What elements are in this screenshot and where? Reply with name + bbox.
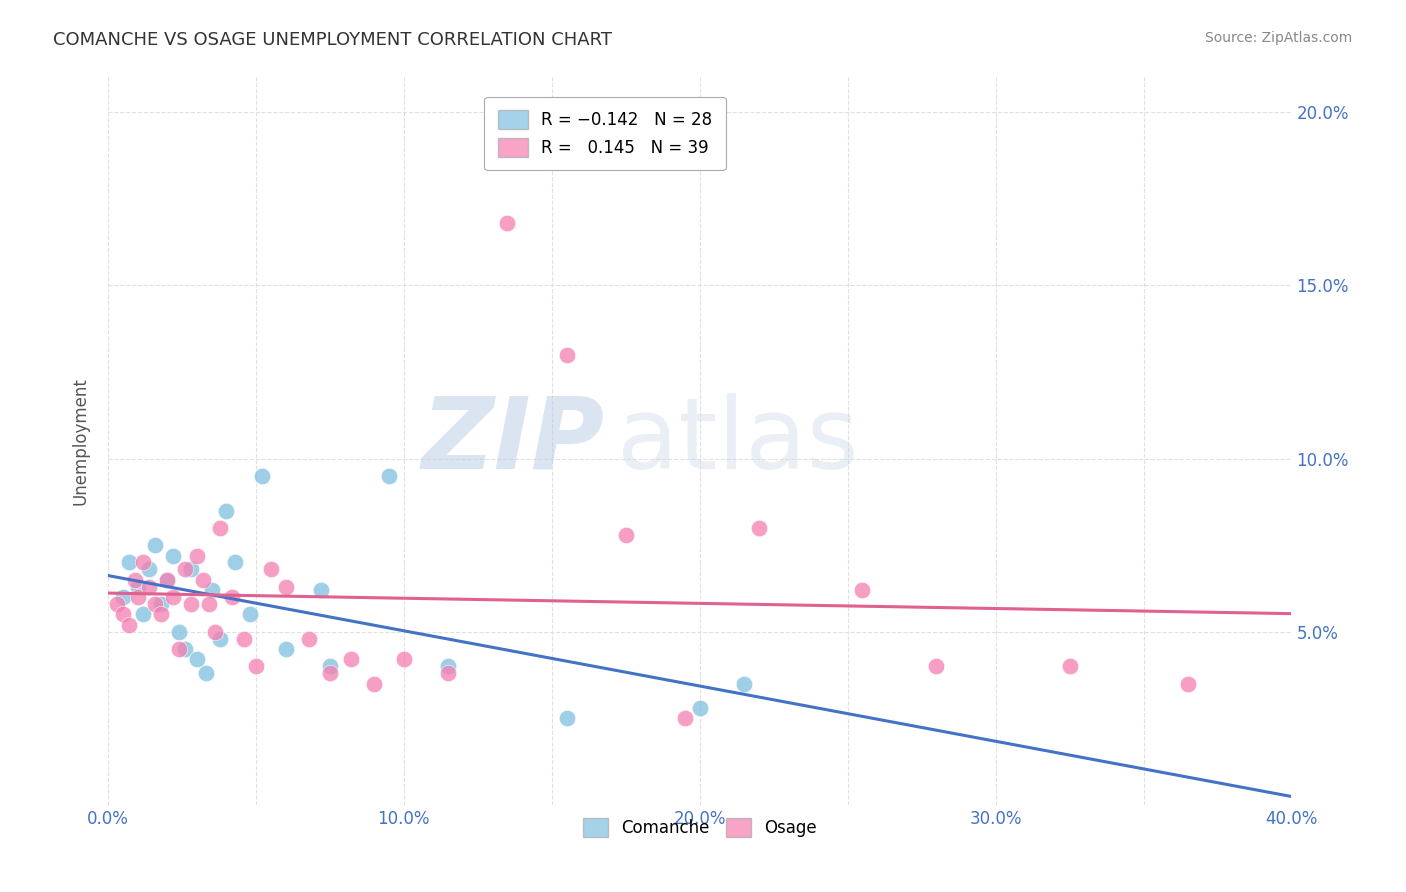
Point [733, 677, 755, 691]
Point [233, 632, 256, 646]
Text: COMANCHE VS OSAGE UNEMPLOYMENT CORRELATION CHART: COMANCHE VS OSAGE UNEMPLOYMENT CORRELATI… [53, 31, 613, 49]
Point [215, 503, 238, 517]
Point [200, 583, 222, 598]
Point [124, 573, 146, 587]
Point [363, 677, 385, 691]
Point [162, 590, 184, 604]
Y-axis label: Unemployment: Unemployment [72, 377, 89, 505]
Point [496, 216, 519, 230]
Point [209, 632, 232, 646]
Point [127, 590, 149, 604]
Point [167, 642, 190, 657]
Point [186, 549, 208, 563]
Point [132, 556, 155, 570]
Point [138, 580, 160, 594]
Point [689, 701, 711, 715]
Point [221, 590, 243, 604]
Legend: Comanche, Osage: Comanche, Osage [576, 812, 824, 844]
Point [118, 618, 141, 632]
Point [111, 590, 134, 604]
Point [156, 573, 179, 587]
Point [127, 580, 149, 594]
Point [191, 573, 214, 587]
Point [614, 528, 637, 542]
Point [925, 659, 948, 673]
Point [392, 652, 415, 666]
Point [1177, 677, 1199, 691]
Point [378, 468, 401, 483]
Point [274, 642, 297, 657]
Point [437, 659, 460, 673]
Point [274, 580, 297, 594]
Point [132, 607, 155, 622]
Point [204, 624, 226, 639]
Point [105, 597, 128, 611]
Point [156, 573, 179, 587]
Text: Source: ZipAtlas.com: Source: ZipAtlas.com [1205, 31, 1353, 45]
Point [319, 659, 342, 673]
Point [260, 562, 283, 576]
Point [150, 607, 173, 622]
Point [1059, 659, 1081, 673]
Point [174, 562, 197, 576]
Point [239, 607, 262, 622]
Point [162, 549, 184, 563]
Point [319, 666, 342, 681]
Point [250, 468, 273, 483]
Point [555, 711, 578, 725]
Point [150, 597, 173, 611]
Point [245, 659, 267, 673]
Point [851, 583, 873, 598]
Point [143, 597, 166, 611]
Text: atlas: atlas [617, 392, 859, 490]
Point [174, 642, 197, 657]
Point [118, 556, 141, 570]
Point [224, 556, 246, 570]
Point [339, 652, 361, 666]
Point [298, 632, 321, 646]
Point [167, 624, 190, 639]
Point [209, 521, 232, 535]
Point [186, 652, 208, 666]
Point [138, 562, 160, 576]
Point [180, 562, 202, 576]
Text: ZIP: ZIP [422, 392, 605, 490]
Point [748, 521, 770, 535]
Point [197, 597, 219, 611]
Point [309, 583, 332, 598]
Point [143, 538, 166, 552]
Point [111, 607, 134, 622]
Point [555, 348, 578, 362]
Point [437, 666, 460, 681]
Point [180, 597, 202, 611]
Point [673, 711, 696, 725]
Point [194, 666, 217, 681]
